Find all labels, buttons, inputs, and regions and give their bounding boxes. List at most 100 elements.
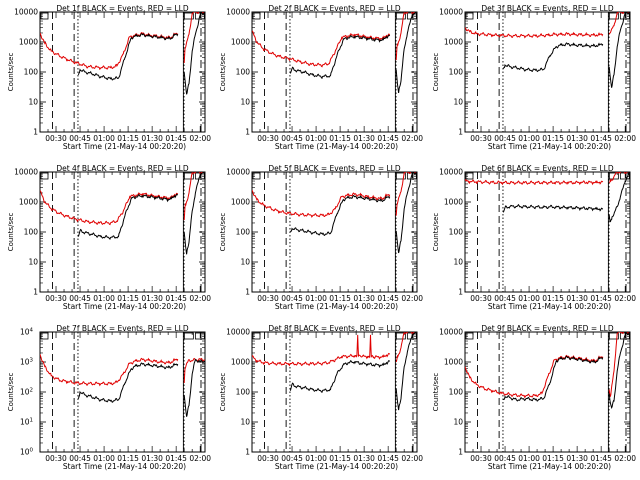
y-tick-label: 1000	[444, 358, 463, 367]
x-tick-label: 01:00	[305, 294, 327, 303]
x-tick-label: 01:45	[377, 294, 399, 303]
lld-series-line	[608, 332, 630, 398]
x-axis-label: Start Time (21-May-14 00:20:20)	[63, 462, 186, 471]
plot-area	[252, 172, 417, 254]
panel-title: Det 2f BLACK = Events, RED = LLD	[268, 4, 401, 13]
lld-series-line	[183, 357, 205, 384]
x-tick-label: 00:45	[69, 454, 91, 463]
events-series-line	[77, 362, 179, 403]
plot-frame	[39, 331, 206, 453]
y-tick-label: 10000	[439, 328, 463, 337]
x-tick-label: 02:00	[189, 454, 211, 463]
events-series-line	[502, 203, 604, 213]
plot-area	[40, 354, 205, 417]
x-tick-label: 00:45	[69, 294, 91, 303]
lld-series-line	[40, 354, 179, 387]
plot-frame	[251, 11, 418, 133]
x-tick-label: 01:15	[117, 134, 139, 143]
y-tick-label: 10	[240, 258, 250, 267]
lld-series-line	[395, 172, 417, 216]
y-axis-label: Counts/sec	[432, 53, 440, 92]
x-tick-label: 01:00	[518, 294, 540, 303]
events-series-line	[289, 34, 391, 79]
lld-series-line	[252, 334, 391, 367]
y-axis-label: Counts/sec	[219, 213, 227, 252]
y-tick-label: 100	[24, 68, 39, 77]
x-tick-label: 02:00	[401, 134, 423, 143]
events-series-line	[608, 332, 630, 410]
y-tick-label: 10	[453, 418, 463, 427]
x-tick-label: 00:30	[470, 134, 492, 143]
x-tick-label: 00:45	[494, 134, 516, 143]
x-tick-label: 00:30	[257, 134, 279, 143]
y-tick-label: 100	[449, 68, 464, 77]
start-marker-box	[40, 12, 49, 20]
y-tick-label: 1000	[231, 198, 250, 207]
plot-area	[252, 332, 417, 411]
x-tick-label: 00:45	[281, 294, 303, 303]
y-tick-label: 1	[33, 128, 38, 137]
x-tick-label: 01:45	[377, 134, 399, 143]
lld-series-line	[40, 190, 179, 226]
y-tick-label: 1000	[231, 38, 250, 47]
x-tick-label: 01:15	[117, 294, 139, 303]
x-tick-label: 01:30	[141, 454, 163, 463]
x-axis-label: Start Time (21-May-14 00:20:20)	[275, 142, 398, 151]
y-tick-label: 1	[245, 128, 250, 137]
x-tick-label: 00:30	[470, 294, 492, 303]
y-tick-label: 104	[20, 328, 34, 337]
marker-box	[194, 332, 205, 340]
detector-panel-7: 100 101 102 103 104 00:30 00:45 01:00 01:15 01:30…	[7, 324, 211, 471]
marker-box	[608, 12, 619, 20]
y-tick-label: 1000	[444, 198, 463, 207]
x-tick-label: 01:30	[566, 294, 588, 303]
x-tick-label: 02:00	[189, 294, 211, 303]
x-tick-label: 00:30	[45, 134, 67, 143]
y-tick-label: 1000	[231, 358, 250, 367]
x-tick-label: 00:45	[281, 454, 303, 463]
panel-title: Det 3f BLACK = Events, RED = LLD	[481, 4, 614, 13]
lld-series-line	[183, 172, 205, 221]
events-series-line	[395, 172, 417, 254]
events-series-line	[502, 42, 604, 73]
events-series-line	[608, 12, 630, 88]
y-tick-label: 101	[20, 418, 33, 427]
detector-panel-5: 1 10 100 1000 10000 00:30 00:45 01:00 01:15 01:30…	[219, 164, 423, 311]
marker-box	[183, 332, 194, 340]
y-tick-label: 100	[449, 388, 464, 397]
y-tick-label: 10000	[226, 168, 250, 177]
x-tick-label: 01:30	[353, 454, 375, 463]
x-tick-label: 02:00	[614, 294, 636, 303]
y-tick-label: 10000	[14, 8, 38, 17]
y-axis-label: Counts/sec	[219, 53, 227, 92]
detector-panel-8: 1 10 100 1000 10000 00:30 00:45 01:00 01:15 01:30…	[219, 324, 423, 471]
x-tick-label: 00:30	[257, 294, 279, 303]
x-axis-label: Start Time (21-May-14 00:20:20)	[488, 462, 611, 471]
x-tick-label: 02:00	[189, 134, 211, 143]
y-tick-label: 10000	[14, 168, 38, 177]
lld-series-line	[395, 332, 417, 363]
lld-series-line	[40, 31, 179, 71]
start-marker-box	[252, 12, 261, 20]
panel-title: Det 5f BLACK = Events, RED = LLD	[268, 164, 401, 173]
x-tick-label: 00:45	[494, 454, 516, 463]
lld-series-line	[608, 12, 630, 35]
x-tick-label: 01:30	[141, 294, 163, 303]
plot-area	[465, 12, 630, 88]
y-tick-label: 100	[20, 448, 34, 457]
y-axis-label: Counts/sec	[7, 373, 15, 412]
x-tick-label: 00:30	[257, 454, 279, 463]
detector-panel-3: 1 10 100 1000 10000 00:30 00:45 01:00 01:15 01:30…	[432, 4, 636, 151]
y-tick-label: 10	[28, 258, 38, 267]
lld-series-line	[395, 12, 417, 61]
lld-series-line	[252, 30, 391, 68]
x-tick-label: 01:30	[353, 294, 375, 303]
plot-frame	[39, 11, 206, 133]
x-axis-label: Start Time (21-May-14 00:20:20)	[63, 302, 186, 311]
y-axis-label: Counts/sec	[219, 373, 227, 412]
plot-area	[40, 172, 205, 255]
x-tick-label: 00:45	[281, 134, 303, 143]
start-marker-box	[465, 12, 474, 20]
y-axis-label: Counts/sec	[432, 373, 440, 412]
